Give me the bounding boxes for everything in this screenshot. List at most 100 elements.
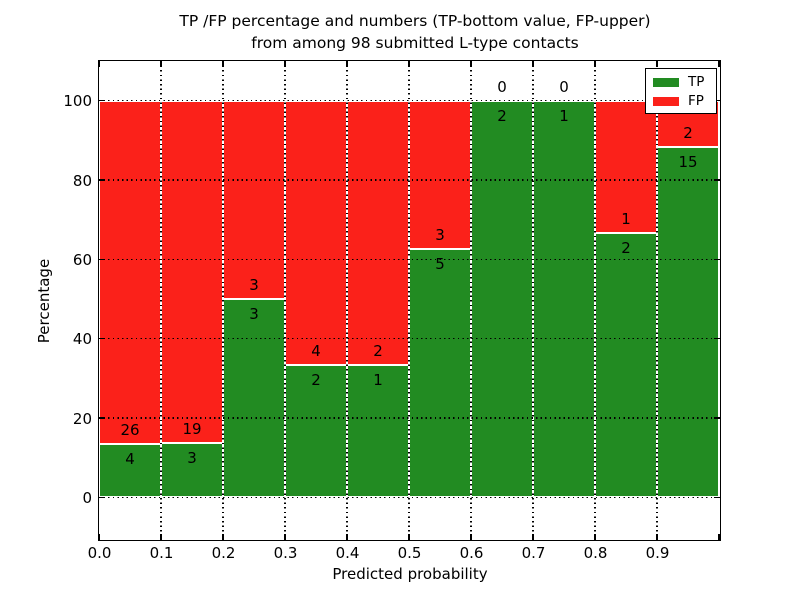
- tick-x-top-0.4: [346, 61, 348, 67]
- y-tick-label-60: 60: [72, 250, 92, 269]
- label-tp-count-0.8: 2: [621, 238, 631, 257]
- plot-area: 26 4 19 3 3 3 4 2 2 1 3 5 0 2 0 1 1 2 2 15: [98, 60, 721, 541]
- bar-tp-0.5: [409, 249, 471, 498]
- gridline-x-0.1: [160, 61, 162, 540]
- legend-label-tp: TP: [688, 74, 705, 90]
- bar-fp-0.1: [161, 100, 223, 444]
- bar-fp-0.2: [223, 100, 285, 299]
- tick-x-bottom-0: [98, 534, 100, 540]
- tick-x-top-0.1: [160, 61, 162, 67]
- x-tick-label-0.2: 0.2: [211, 544, 236, 562]
- chart-title-line2: from among 98 submitted L-type contacts: [251, 34, 579, 52]
- gridline-x-0.8: [594, 61, 596, 540]
- label-tp-count-0.7: 1: [559, 106, 569, 125]
- gridline-x-0.6: [470, 61, 472, 540]
- label-fp-count-0.0: 26: [120, 421, 140, 440]
- x-tick-label-0.5: 0.5: [397, 544, 422, 562]
- bar-tp-0.0: [99, 444, 161, 498]
- gridline-y-40: [99, 337, 720, 340]
- gridline-y-0: [99, 496, 720, 499]
- bar-fp-0.8: [595, 100, 657, 233]
- x-tick-label-0.1: 0.1: [149, 544, 174, 562]
- tick-x-bottom-0.4: [346, 534, 348, 540]
- label-tp-count-0.0: 4: [125, 450, 135, 469]
- gridline-x-0.3: [284, 61, 286, 540]
- y-tick-label-80: 80: [72, 171, 92, 190]
- tick-x-bottom-0.9: [656, 534, 658, 540]
- bar-tp-0.9: [657, 147, 719, 498]
- tick-x-bottom-0.1: [160, 534, 162, 540]
- tick-y-left-20: [99, 417, 105, 419]
- tick-x-bottom-0.6: [470, 534, 472, 540]
- tick-x-bottom-0.8: [594, 534, 596, 540]
- tick-x-top-0.6: [470, 61, 472, 67]
- bar-fp-0.4: [347, 100, 409, 366]
- tick-x-top-0: [98, 61, 100, 67]
- label-tp-count-0.9: 15: [678, 153, 698, 172]
- tick-y-left-0: [99, 496, 105, 499]
- bar-tp-0.2: [223, 299, 285, 498]
- x-axis-label: Predicted probability: [332, 565, 488, 583]
- tick-x-top-0.9: [656, 61, 658, 67]
- label-tp-count-0.2: 3: [249, 305, 259, 323]
- tick-y-left-40: [99, 337, 105, 340]
- tick-y-left-60: [99, 258, 105, 261]
- legend-entry-tp: TP: [653, 73, 716, 92]
- label-fp-count-0.9: 2: [683, 124, 693, 143]
- y-tick-label-100: 100: [63, 92, 92, 111]
- y-tick-label-20: 20: [72, 409, 92, 428]
- label-tp-count-0.5: 5: [435, 255, 445, 274]
- bar-tp-0.6: [471, 100, 533, 498]
- legend-label-fp: FP: [688, 93, 704, 109]
- x-tick-label-0.7: 0.7: [521, 544, 546, 562]
- tick-x-top-0.3: [284, 61, 286, 67]
- legend-entry-fp: FP: [653, 92, 716, 111]
- gridline-x-0.2: [222, 61, 224, 540]
- bar-tp-0.7: [533, 100, 595, 498]
- tick-y-right-20: [714, 417, 720, 419]
- y-tick-label-40: 40: [72, 330, 92, 349]
- label-fp-count-0.7: 0: [559, 77, 569, 96]
- legend-swatch-tp: [653, 78, 679, 87]
- tick-x-bottom-1: [718, 534, 720, 540]
- label-tp-count-0.4: 1: [373, 371, 383, 390]
- gridline-x-0.9: [656, 61, 658, 540]
- label-fp-count-0.8: 1: [621, 209, 631, 228]
- tick-x-top-0.2: [222, 61, 224, 67]
- y-tick-label-0: 0: [82, 488, 92, 507]
- x-tick-label-0.8: 0.8: [583, 544, 608, 562]
- tick-y-right-80: [714, 179, 720, 181]
- label-fp-count-0.2: 3: [249, 276, 259, 294]
- tick-x-bottom-0.5: [408, 534, 410, 540]
- x-tick-label-0.3: 0.3: [273, 544, 298, 562]
- legend: TP FP: [645, 68, 717, 114]
- bar-tp-0.8: [595, 232, 657, 498]
- tick-y-right-100: [714, 99, 720, 102]
- gridline-x-0.7: [532, 61, 534, 540]
- label-tp-count-0.3: 2: [311, 371, 321, 390]
- label-tp-count-0.1: 3: [187, 449, 197, 468]
- x-tick-label-0.0: 0.0: [87, 544, 112, 562]
- label-fp-count-0.4: 2: [373, 342, 383, 361]
- gridline-x-0.5: [408, 61, 410, 540]
- x-tick-label-0.4: 0.4: [335, 544, 360, 562]
- tick-y-right-60: [714, 258, 720, 261]
- chart-title: TP /FP percentage and numbers (TP-bottom…: [0, 10, 800, 54]
- y-axis-label: Percentage: [35, 258, 53, 344]
- bar-fp-0.3: [285, 100, 347, 366]
- tick-y-right-40: [714, 337, 720, 340]
- bar-fp-0.0: [99, 100, 161, 445]
- tick-x-bottom-0.3: [284, 534, 286, 540]
- gridline-y-100: [99, 99, 720, 102]
- tick-y-left-100: [99, 99, 105, 102]
- label-fp-count-0.6: 0: [497, 77, 507, 96]
- legend-swatch-fp: [653, 97, 679, 106]
- label-tp-count-0.6: 2: [497, 106, 507, 125]
- tick-y-left-80: [99, 179, 105, 181]
- tick-y-right-0: [714, 496, 720, 499]
- label-fp-count-0.5: 3: [435, 226, 445, 245]
- label-fp-count-0.1: 19: [182, 420, 202, 439]
- tick-x-bottom-0.2: [222, 534, 224, 540]
- x-tick-label-0.6: 0.6: [459, 544, 484, 562]
